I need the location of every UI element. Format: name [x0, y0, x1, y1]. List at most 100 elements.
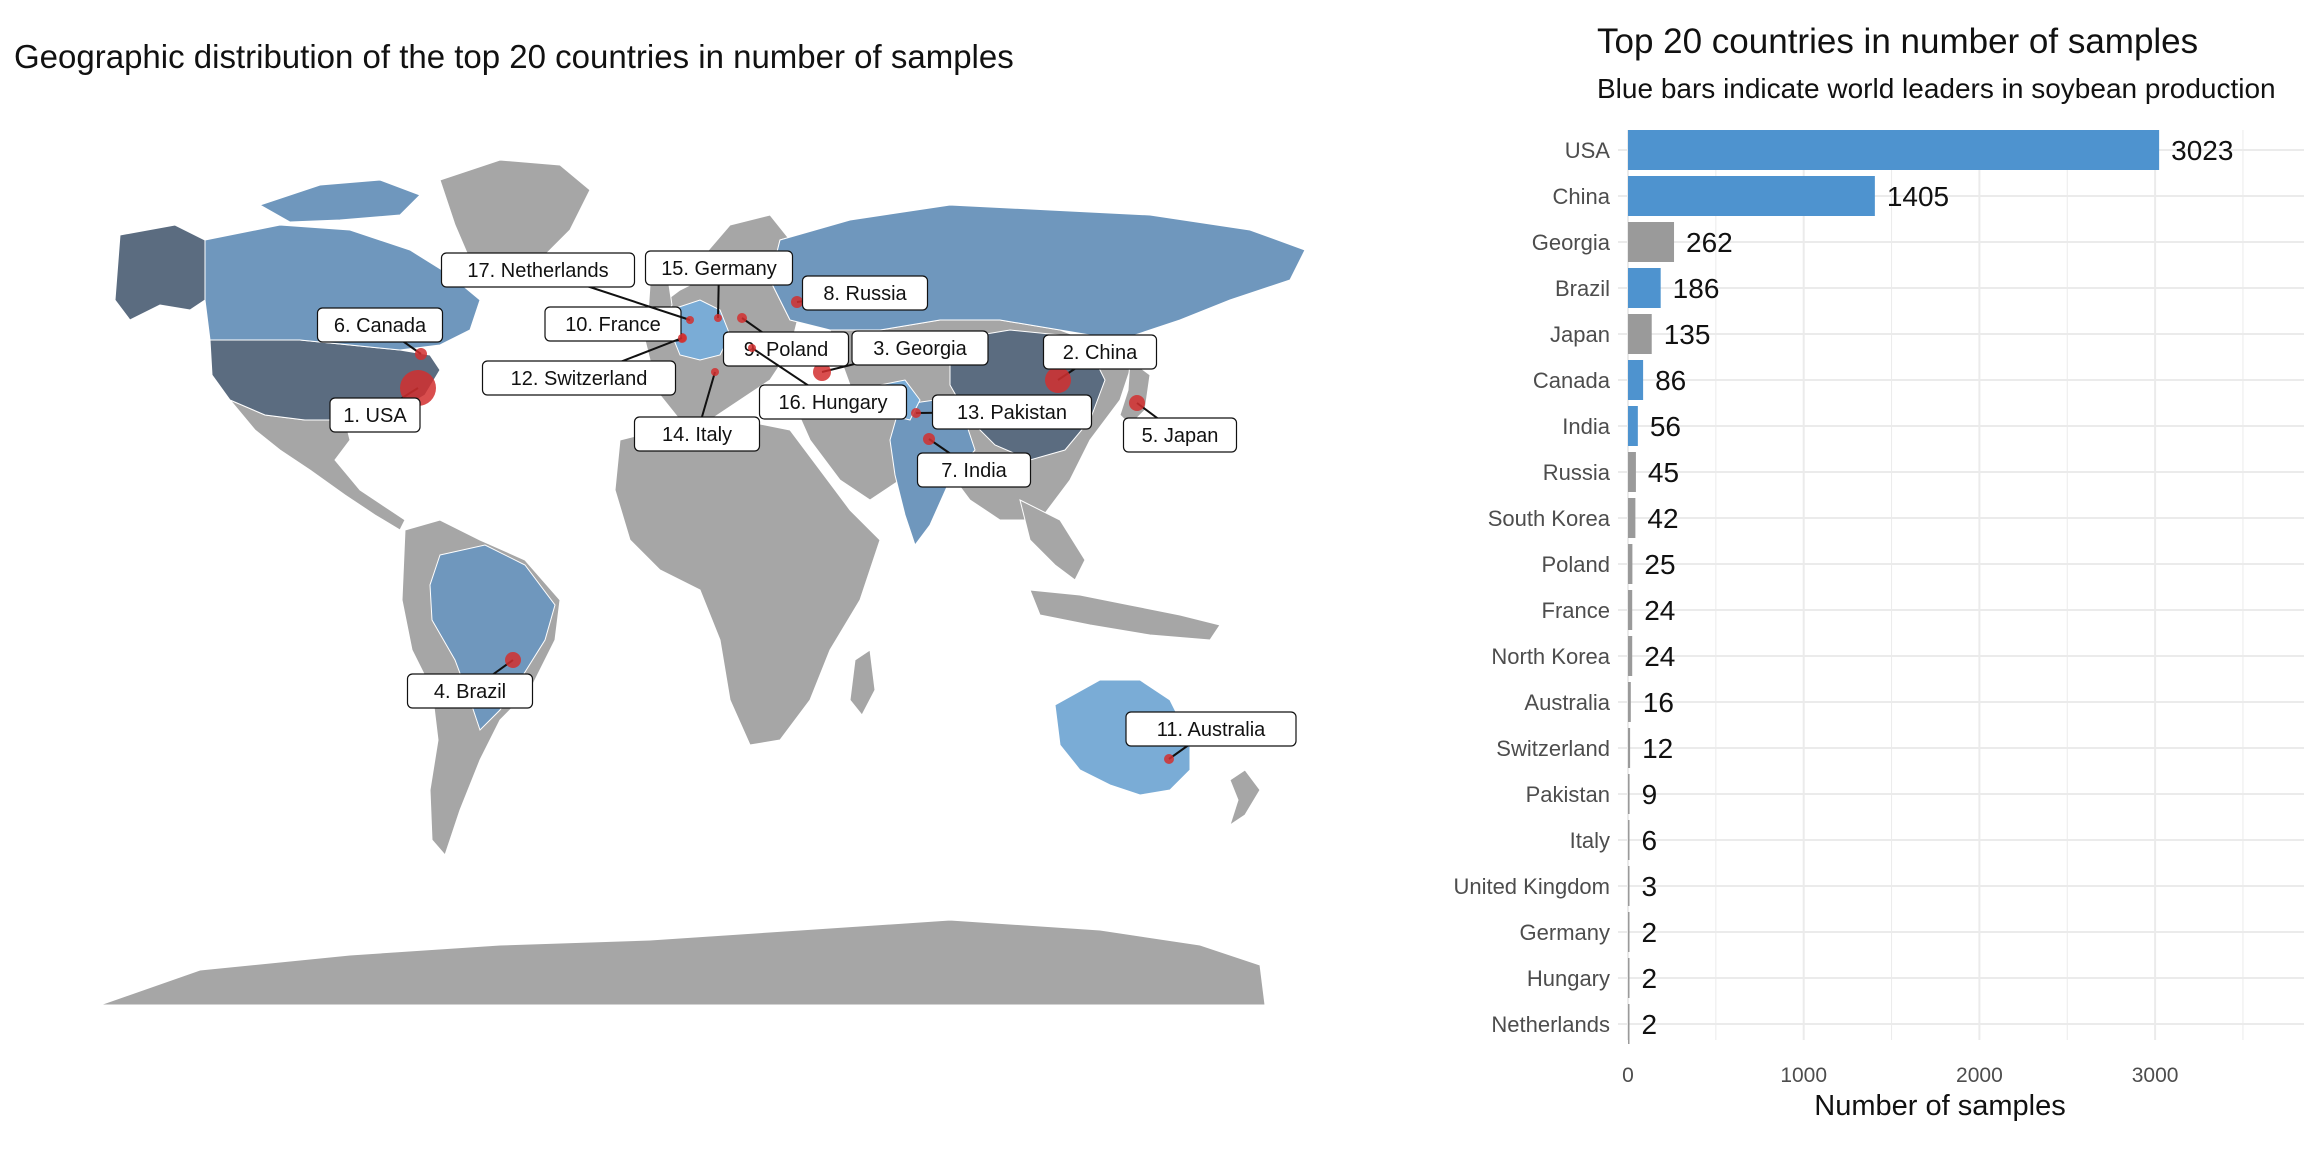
annotation-box [758, 384, 908, 420]
sample-point [737, 313, 747, 323]
region-australia [1054, 679, 1191, 796]
category-label: Canada [1533, 368, 1611, 393]
bar-x-axis-label: Number of samples [1814, 1090, 2065, 1122]
value-label: 42 [1647, 503, 1678, 534]
x-tick-label: 3000 [2132, 1064, 2179, 1087]
annotation-label: 2. China [1063, 342, 1138, 364]
category-label: Hungary [1527, 966, 1610, 991]
annotation-label: 6. Canada [334, 315, 427, 337]
map-annotation: 3. Georgia [813, 330, 989, 381]
annotation-label: 11. Australia [1157, 719, 1266, 741]
annotation-box [851, 330, 989, 366]
sample-point [791, 296, 803, 308]
bar-chart-subtitle: Blue bars indicate world leaders in soyb… [1597, 73, 2276, 104]
map-annotation: 8. Russia [791, 275, 929, 311]
annotation-label: 5. Japan [1142, 425, 1219, 447]
value-label: 6 [1642, 825, 1658, 856]
annotation-label: 7. India [941, 460, 1007, 482]
sample-point [1129, 395, 1145, 411]
map-annotation: 7. India [916, 433, 1032, 488]
bar [1628, 176, 1875, 216]
annotation-label: 14. Italy [662, 424, 732, 446]
bar [1628, 498, 1636, 538]
bar [1628, 820, 1630, 860]
value-label: 16 [1643, 687, 1674, 718]
category-label: USA [1565, 138, 1611, 163]
annotation-label: 1. USA [343, 405, 407, 427]
category-label: China [1553, 184, 1611, 209]
value-label: 45 [1648, 457, 1679, 488]
category-label: France [1542, 598, 1610, 623]
annotation-label: 10. France [565, 314, 661, 336]
sample-point [911, 408, 921, 418]
land-madagascar [849, 649, 876, 716]
value-label: 24 [1644, 641, 1675, 672]
bar-chart: USA China Georgia Brazil Japan Canada India Rus… [1453, 130, 2304, 1122]
annotation-label: 8. Russia [823, 283, 907, 305]
value-label: 24 [1644, 595, 1675, 626]
region-alaska [114, 224, 206, 321]
annotation-box [1042, 334, 1158, 370]
annotation-label: 3. Georgia [873, 338, 967, 360]
bar-x-ticks: 0 1000 2000 3000 [1622, 1064, 2178, 1087]
sample-point [686, 316, 694, 324]
map-annotation: 10. France [544, 306, 687, 343]
annotation-box [1125, 711, 1297, 747]
value-label: 262 [1686, 227, 1733, 258]
category-label: Brazil [1555, 276, 1610, 301]
region-arctic-canada [258, 179, 421, 223]
annotation-label: 17. Netherlands [467, 260, 608, 282]
region-russia [769, 204, 1306, 341]
bar [1628, 958, 1630, 998]
category-label: North Korea [1491, 644, 1610, 669]
annotation-label: 16. Hungary [779, 392, 888, 414]
sample-point [711, 368, 719, 376]
bar [1628, 590, 1633, 630]
category-label: Switzerland [1496, 736, 1610, 761]
value-label: 56 [1650, 411, 1681, 442]
bar [1628, 406, 1638, 446]
annotation-box [801, 275, 929, 311]
annotation-box [440, 252, 636, 288]
bar [1628, 728, 1631, 768]
value-label: 186 [1673, 273, 1720, 304]
map-annotation: 5. Japan [1122, 395, 1238, 453]
category-label: South Korea [1488, 506, 1611, 531]
annotation-label: 15. Germany [661, 258, 777, 280]
value-label: 2 [1642, 917, 1658, 948]
land-africa [614, 419, 881, 746]
value-label: 25 [1644, 549, 1675, 580]
map-annotation: 4. Brazil [406, 652, 534, 709]
bar-bars [1628, 130, 2160, 1044]
map-annotation: 11. Australia [1125, 711, 1297, 764]
sample-point [813, 363, 831, 381]
bar-grid [1618, 130, 2304, 1040]
map-annotation: 6. Canada [316, 307, 444, 360]
bar [1628, 682, 1631, 722]
land-se-asia [1019, 499, 1086, 581]
category-label: India [1562, 414, 1610, 439]
value-label: 9 [1642, 779, 1658, 810]
value-label: 1405 [1887, 181, 1949, 212]
value-label: 12 [1642, 733, 1673, 764]
sample-point [1164, 754, 1174, 764]
annotation-box [633, 416, 761, 452]
region-brazil [429, 544, 556, 731]
category-label: Australia [1524, 690, 1610, 715]
category-label: Italy [1570, 828, 1610, 853]
bar [1628, 774, 1630, 814]
annotation-box [1122, 417, 1238, 453]
sample-point [678, 334, 686, 342]
bar [1628, 268, 1661, 308]
bar [1628, 912, 1630, 952]
sample-point [1045, 367, 1071, 393]
sample-point [923, 433, 935, 445]
annotation-label: 13. Pakistan [957, 402, 1067, 424]
annotation-box [916, 452, 1032, 488]
value-label: 2 [1642, 1009, 1658, 1040]
category-label: Poland [1541, 552, 1610, 577]
annotation-label: 4. Brazil [434, 681, 506, 703]
category-label: Georgia [1532, 230, 1611, 255]
map-annotation: 17. Netherlands [440, 252, 694, 324]
map-annotation: 15. Germany [644, 250, 794, 322]
